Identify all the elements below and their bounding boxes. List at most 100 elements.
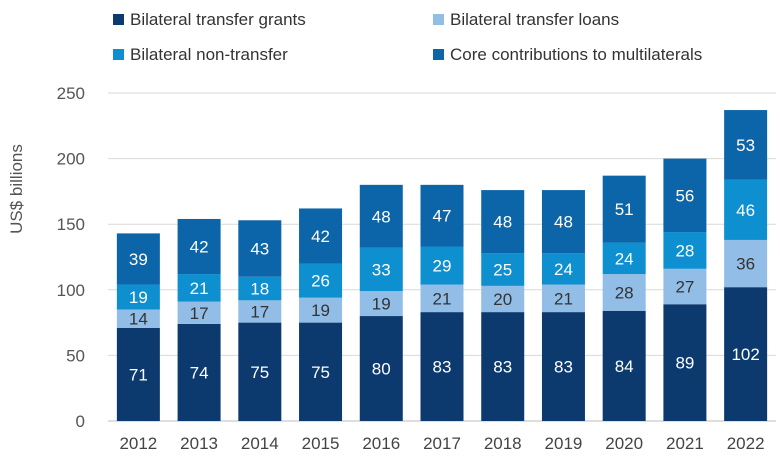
bar-segment <box>602 310 646 421</box>
bar-segment <box>177 218 221 275</box>
data-label: 27 <box>675 278 694 297</box>
x-tick-label: 2022 <box>727 434 765 453</box>
bars: 71 14 19 39 74 17 21 42 75 17 18 43 75 19 26 42 80 19 33 48… <box>116 110 768 421</box>
data-label: 83 <box>493 358 512 377</box>
data-label: 33 <box>372 260 391 279</box>
legend-label: Bilateral non-transfer <box>130 45 288 64</box>
data-label: 26 <box>311 272 330 291</box>
data-label: 48 <box>554 213 573 232</box>
data-label: 17 <box>190 304 209 323</box>
bar-segment <box>359 291 403 317</box>
data-label: 19 <box>311 301 330 320</box>
y-axis-label: US$ billions <box>7 144 26 234</box>
bar-segment <box>724 287 768 421</box>
data-label: 14 <box>129 310 148 329</box>
legend-swatch <box>113 49 124 60</box>
bar-segment <box>359 316 403 421</box>
bar-segment <box>724 179 768 240</box>
data-label: 21 <box>190 279 209 298</box>
bar-segment <box>481 253 525 286</box>
bar-segment <box>481 285 525 313</box>
bar-segment <box>359 184 403 248</box>
legend-swatch <box>113 14 124 25</box>
bar-segment <box>420 284 464 313</box>
bar-segment <box>602 274 646 311</box>
x-tick-label: 2018 <box>484 434 522 453</box>
bar-segment <box>116 327 160 421</box>
data-label: 28 <box>615 283 634 302</box>
bar-segment <box>420 184 464 247</box>
data-label: 39 <box>129 250 148 269</box>
bar-segment <box>541 190 585 254</box>
data-label: 74 <box>190 363 209 382</box>
data-label: 48 <box>493 213 512 232</box>
y-tick-label: 150 <box>57 215 85 234</box>
data-label: 42 <box>190 238 209 257</box>
bar-segment <box>238 276 282 301</box>
data-label: 102 <box>731 345 759 364</box>
bar-segment <box>177 274 221 302</box>
data-label: 46 <box>736 201 755 220</box>
legend-swatch <box>433 14 444 25</box>
bar-segment <box>724 239 768 288</box>
bar-segment <box>299 263 343 298</box>
data-label: 43 <box>250 239 269 258</box>
data-label: 75 <box>250 363 269 382</box>
bar-segment <box>299 322 343 421</box>
data-label: 18 <box>250 279 269 298</box>
legend-swatch <box>433 49 444 60</box>
bar-segment <box>116 233 160 285</box>
legend: Bilateral transfer grants Bilateral trans… <box>113 10 702 64</box>
data-label: 56 <box>675 186 694 205</box>
x-tick-label: 2015 <box>302 434 340 453</box>
data-label: 80 <box>372 360 391 379</box>
x-tick-label: 2014 <box>241 434 279 453</box>
bar-segment <box>602 242 646 275</box>
y-tick-label: 250 <box>57 84 85 103</box>
data-label: 20 <box>493 290 512 309</box>
y-tick-label: 100 <box>57 281 85 300</box>
x-tick-label: 2019 <box>545 434 583 453</box>
data-label: 24 <box>554 260 573 279</box>
bar-segment <box>420 246 464 285</box>
data-label: 19 <box>129 288 148 307</box>
bar-segment <box>116 284 160 310</box>
bar-segment <box>299 297 343 323</box>
bar-segment <box>481 312 525 421</box>
data-label: 29 <box>433 257 452 276</box>
bar-segment <box>177 301 221 324</box>
legend-label: Bilateral transfer grants <box>130 10 306 29</box>
data-label: 84 <box>615 357 634 376</box>
x-axis-ticks: 2012 2013 2014 2015 2016 2017 2018 2019 2020 2021… <box>119 434 764 453</box>
data-label: 17 <box>250 302 269 321</box>
bar-segment <box>663 268 707 305</box>
data-label: 51 <box>615 200 634 219</box>
bar-segment <box>663 232 707 269</box>
bar-segment <box>299 208 343 264</box>
data-label: 83 <box>554 358 573 377</box>
legend-label: Core contributions to multilaterals <box>450 45 702 64</box>
bar-segment <box>238 322 282 421</box>
data-label: 21 <box>433 289 452 308</box>
data-label: 21 <box>554 289 573 308</box>
data-label: 28 <box>675 241 694 260</box>
x-tick-label: 2017 <box>423 434 461 453</box>
legend-label: Bilateral transfer loans <box>450 10 619 29</box>
data-label: 25 <box>493 260 512 279</box>
bar-segment <box>481 190 525 254</box>
data-label: 42 <box>311 227 330 246</box>
data-label: 19 <box>372 295 391 314</box>
bar-segment <box>724 110 768 180</box>
x-tick-label: 2021 <box>666 434 704 453</box>
y-tick-label: 200 <box>57 150 85 169</box>
y-axis-ticks: 0 50 100 150 200 250 <box>57 84 85 431</box>
x-tick-label: 2012 <box>119 434 157 453</box>
bar-segment <box>177 323 221 421</box>
data-label: 89 <box>675 354 694 373</box>
data-label: 71 <box>129 365 148 384</box>
data-label: 47 <box>433 207 452 226</box>
bar-segment <box>663 304 707 421</box>
y-tick-label: 50 <box>66 346 85 365</box>
bar-segment <box>238 300 282 323</box>
